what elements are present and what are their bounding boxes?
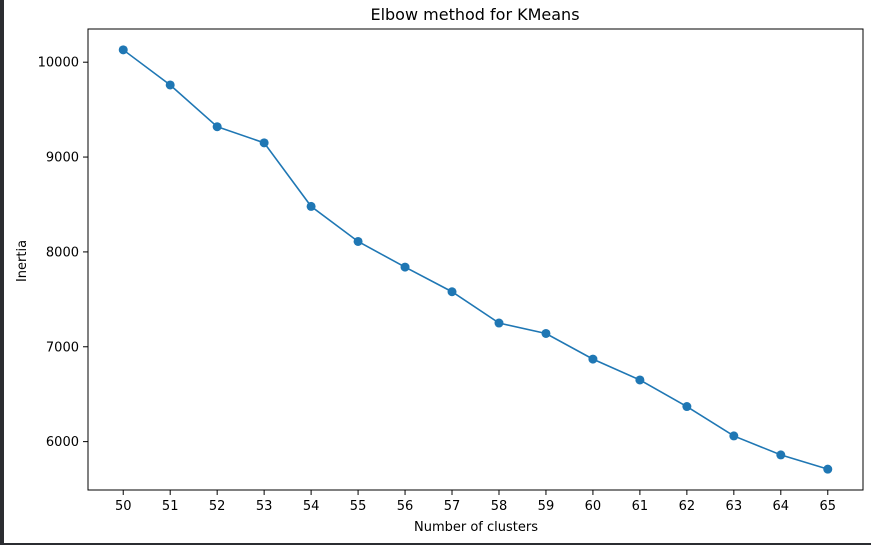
data-point [353,236,363,246]
data-point [729,431,739,441]
x-tick-label: 56 [397,499,414,514]
chart-title: Elbow method for KMeans [370,5,579,24]
x-tick-label: 60 [585,499,602,514]
plot-area-frame [87,28,864,491]
x-tick-label: 51 [162,499,179,514]
y-tick-label: 10000 [38,56,79,71]
x-tick-label: 54 [303,499,320,514]
x-axis-title: Number of clusters [414,520,538,535]
data-point [776,450,786,460]
series-line [122,49,829,470]
data-point [259,138,269,148]
data-point [400,262,410,272]
y-tick-label: 6000 [46,435,79,450]
data-point [823,464,833,474]
x-tick-label: 50 [115,499,132,514]
window-bottom-border [0,543,871,545]
y-tick-label: 9000 [46,151,79,166]
data-point [212,122,222,132]
x-tick-label: 52 [209,499,226,514]
data-point [447,287,457,297]
data-point [541,328,551,338]
x-tick-label: 58 [491,499,508,514]
x-tick-label: 65 [819,499,836,514]
x-tick-label: 59 [538,499,555,514]
x-tick-label: 53 [256,499,273,514]
y-tick-label: 7000 [46,340,79,355]
y-tick-label: 8000 [46,245,79,260]
x-tick-label: 55 [350,499,367,514]
data-point [588,354,598,364]
x-tick-label: 62 [679,499,696,514]
y-axis: 6000 7000 8000 9000 10000 [38,56,88,450]
data-point [306,201,316,211]
window-left-border [0,0,4,545]
x-axis: 50 51 52 53 54 55 56 57 58 59 60 61 62 63 64 65 [115,490,836,514]
data-point [494,318,504,328]
data-point [635,375,645,385]
x-tick-label: 57 [444,499,461,514]
x-tick-label: 63 [726,499,743,514]
data-point [682,402,692,412]
y-axis-title: Inertia [15,240,30,282]
series-markers [118,45,833,474]
x-tick-label: 64 [773,499,790,514]
x-tick-label: 61 [632,499,649,514]
data-point [165,80,175,90]
data-point [118,45,128,55]
